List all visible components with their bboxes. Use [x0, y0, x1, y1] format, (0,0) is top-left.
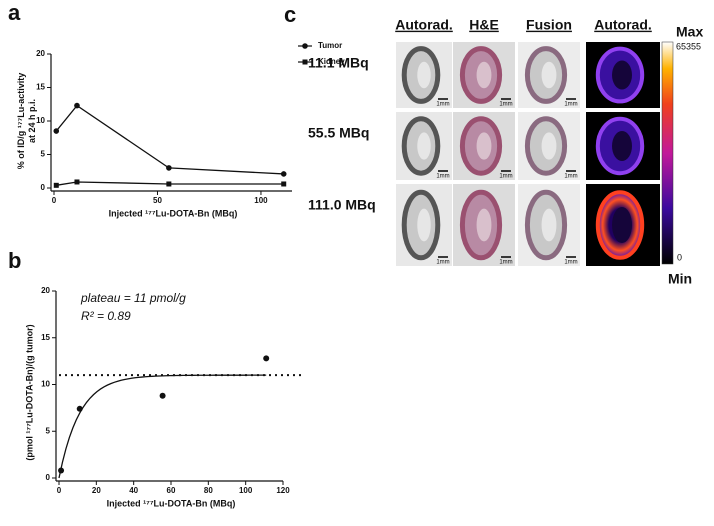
- x-axis-label: Injected ¹⁷⁷Lu-DOTA-Bn (MBq): [107, 498, 236, 508]
- column-header: H&E: [469, 17, 499, 33]
- scale-label: 1mm: [436, 260, 449, 266]
- y-tick-label: 15: [41, 333, 50, 342]
- y-tick-label: 5: [46, 426, 51, 435]
- x-tick-label: 100: [239, 486, 253, 495]
- x-tick-label: 100: [254, 196, 268, 205]
- point: [76, 405, 83, 412]
- y-tick-label: 10: [41, 380, 50, 389]
- series-line: [55, 104, 284, 175]
- legend-marker: [302, 43, 308, 49]
- x-tick-label: 0: [52, 196, 57, 205]
- kidney-inner: [612, 206, 632, 244]
- row-label: 11.1 MBq: [308, 55, 369, 71]
- y-tick-label: 10: [36, 116, 45, 125]
- x-tick-label: 120: [276, 486, 290, 495]
- x-tick-label: 20: [92, 486, 101, 495]
- marker: [281, 181, 287, 187]
- point: [159, 392, 166, 399]
- y-axis-label: (pmol ¹⁷⁷Lu-DOTA-Bn)/(g tumor): [24, 324, 34, 460]
- y-axis-label-line: at 24 h p.i.: [27, 99, 37, 143]
- kidney-inner: [541, 208, 557, 242]
- scale-label: 1mm: [436, 102, 449, 108]
- marker: [74, 179, 80, 185]
- scale-label: 1mm: [564, 102, 577, 108]
- panel-label: c: [284, 2, 296, 27]
- marker: [166, 165, 172, 171]
- marker: [53, 182, 59, 188]
- column-header: Autorad.: [395, 17, 453, 33]
- marker: [280, 171, 287, 177]
- marker: [74, 102, 80, 109]
- colorbar-top: Max: [676, 24, 703, 40]
- kidney-inner: [541, 132, 557, 160]
- column-header: Fusion: [526, 17, 572, 33]
- x-tick-label: 0: [57, 486, 62, 495]
- kidney-inner: [612, 60, 632, 90]
- y-tick-label: 5: [41, 150, 46, 159]
- kidney-inner: [476, 61, 492, 89]
- series-line: [56, 181, 284, 186]
- y-axis-label-line: % of ID/g ¹⁷⁷Lu-activity: [16, 73, 26, 169]
- annotation: plateau = 11 pmol/g: [80, 291, 186, 305]
- fit-curve: [58, 374, 267, 479]
- legend-label: Tumor: [318, 41, 342, 50]
- x-tick-label: 60: [167, 486, 176, 495]
- scale-label: 1mm: [499, 174, 512, 180]
- point: [263, 355, 270, 362]
- panel-label: b: [8, 248, 21, 273]
- row-label: 55.5 MBq: [308, 125, 369, 141]
- kidney-inner: [476, 132, 492, 160]
- kidney-inner: [417, 208, 431, 242]
- colorbar: [661, 41, 674, 265]
- y-tick-label: 15: [36, 83, 45, 92]
- annotation: R² = 0.89: [81, 309, 131, 323]
- panel-label: a: [8, 0, 21, 25]
- row-label: 111.0 MBq: [308, 197, 376, 213]
- x-tick-label: 50: [153, 196, 162, 205]
- colorbar-bottom: Min: [668, 271, 692, 287]
- x-tick-label: 40: [129, 486, 138, 495]
- scale-label: 1mm: [564, 260, 577, 266]
- kidney-inner: [541, 61, 557, 89]
- y-tick-label: 0: [41, 183, 46, 192]
- image-grid: Autorad. H&E Fusion Autorad. 11.1 MBq 1mm 1mm 1…: [308, 17, 703, 287]
- y-tick-label: 20: [36, 49, 45, 58]
- kidney-inner: [417, 132, 431, 160]
- kidney-inner: [476, 208, 492, 242]
- kidney-inner: [612, 131, 632, 161]
- scale-label: 1mm: [499, 260, 512, 266]
- scale-label: 1mm: [436, 174, 449, 180]
- marker: [166, 181, 172, 187]
- point: [58, 467, 65, 474]
- legend-marker: [302, 59, 308, 65]
- kidney-inner: [417, 61, 431, 89]
- marker: [53, 128, 60, 134]
- colorbar-max: 65355: [676, 41, 701, 51]
- legend-label: Kidney: [318, 57, 345, 66]
- column-header: Autorad.: [594, 17, 652, 33]
- scale-label: 1mm: [564, 174, 577, 180]
- y-tick-label: 0: [46, 473, 51, 482]
- scale-label: 1mm: [499, 102, 512, 108]
- y-tick-label: 20: [41, 286, 50, 295]
- colorbar-min-value: 0: [677, 252, 682, 262]
- x-axis-label: Injected ¹⁷⁷Lu-DOTA-Bn (MBq): [109, 208, 238, 218]
- y-axis-label: % of ID/g ¹⁷⁷Lu-activityat 24 h p.i.: [16, 73, 37, 169]
- x-tick-label: 80: [204, 486, 213, 495]
